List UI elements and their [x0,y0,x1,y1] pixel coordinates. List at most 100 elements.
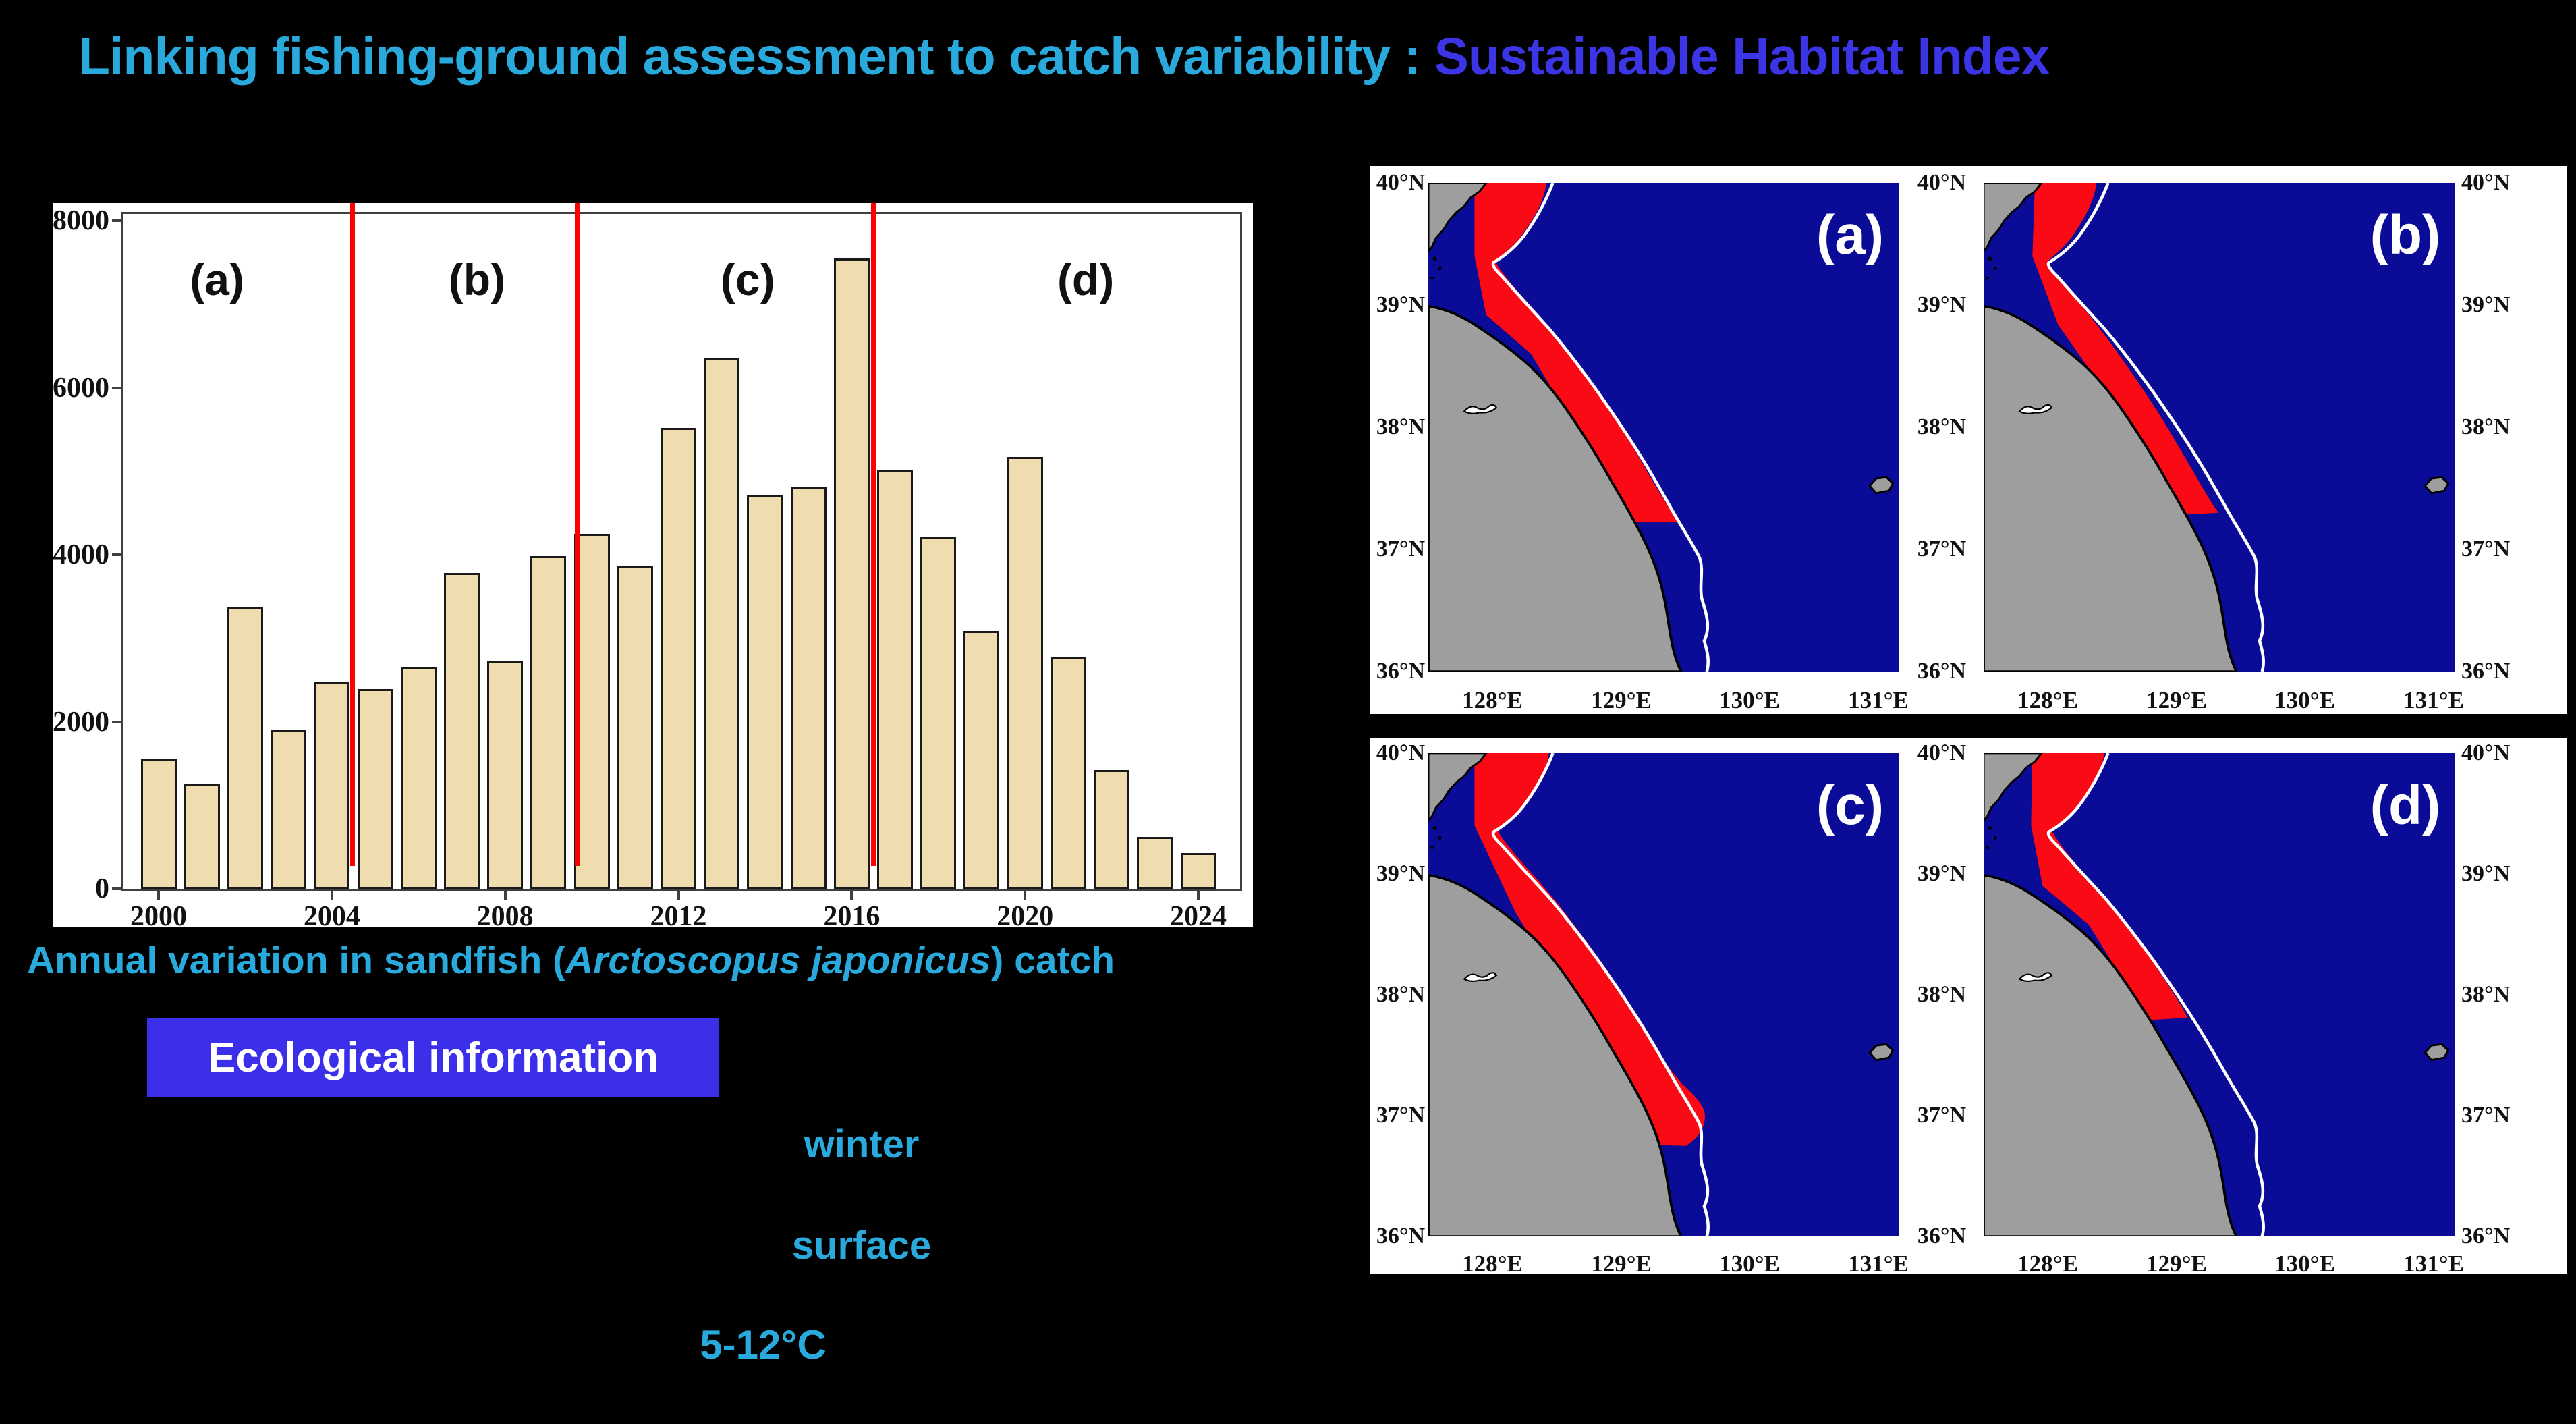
lon-label: 130°E [1719,1251,1780,1277]
bar-2021 [1050,657,1086,889]
x-tick-label-2000: 2000 [130,901,187,932]
slide-title: Linking fishing-ground assessment to cat… [78,27,2050,87]
lon-label: 131°E [1848,1251,1909,1277]
chart-section-label-d: (d) [1057,254,1115,304]
lon-label: 131°E [2403,1251,2464,1277]
land-mass [1427,873,1683,1238]
coastal-lagoon [2018,972,2053,983]
lon-label: 128°E [1462,1251,1523,1277]
lon-label: 129°E [2146,1251,2207,1277]
coastal-lagoon [2018,404,2053,414]
bar-2019 [963,631,1000,889]
lat-label: 38°N [1376,414,1425,439]
lon-label: 131°E [2403,687,2464,713]
bar-2008 [487,661,524,889]
lat-label: 40°N [2461,170,2511,195]
bar-2006 [400,667,437,889]
x-tick-label-2008: 2008 [476,901,534,932]
map-label-c: (c) [1816,775,1884,836]
lat-label: 39°N [1917,292,1967,317]
x-tick-mark-2000 [157,891,160,900]
islet-icon [1430,276,1434,280]
bar-2004 [314,682,350,889]
lat-label: 37°N [1376,537,1425,562]
islet-icon [1430,846,1434,849]
lon-label: 129°E [1591,687,1652,713]
land-mass [1982,873,2239,1238]
caption-suffix: ) catch [990,939,1115,982]
ecological-information-header: Ecological information [147,1018,719,1097]
lat-label: 36°N [2461,659,2511,684]
x-tick-mark-2024 [1197,891,1200,900]
y-tick-mark-8000 [112,219,121,222]
islet-icon [1432,256,1437,261]
lat-label: 37°N [1917,1103,1967,1128]
lat-label: 36°N [1917,1224,1967,1249]
islet-icon [1432,826,1437,830]
islet-icon [1986,276,1990,280]
lon-label: 130°E [2274,687,2335,713]
lat-label: 36°N [1917,659,1967,684]
land-mass [1427,304,1683,673]
north-land-wedge [1427,752,1488,824]
map-label-a: (a) [1816,204,1884,266]
lon-label: 128°E [2017,687,2078,713]
lat-label: 38°N [2461,414,2511,439]
title-main-text: Linking fishing-ground assessment to cat… [78,28,1421,86]
bar-2009 [530,556,567,889]
chart-section-label-b: (b) [448,254,506,304]
catch-bar-chart-panel: (a) (b) (c) (d) 0 2000 4000 6000 8000 2000 2004 20… [53,203,1253,932]
map-row-top: 40°N 39°N 38°N 37°N 36°N 40°N 39°N 38°N 37°N 36°N… [1370,166,2567,714]
islet-icon [1986,846,1990,849]
bar-2020 [1007,457,1043,889]
map-label-d: (d) [2370,775,2441,836]
bathymetry-contour-line [1491,752,1710,1237]
y-tick-mark-2000 [112,720,121,723]
habitat-map-image [1982,752,2455,1238]
coastal-lagoon [1463,972,1498,983]
lon-label: 130°E [2274,1251,2335,1277]
eco-item-winter: winter [804,1122,920,1166]
lat-label: 40°N [1917,740,1967,765]
bar-2023 [1137,837,1173,889]
eco-item-surface: surface [791,1224,932,1267]
ulleungdo-island [1868,1043,1895,1062]
lat-label: 36°N [1376,659,1425,684]
lat-label: 38°N [1917,414,1967,439]
lon-label: 129°E [1591,1251,1652,1277]
islet-icon [1993,267,1997,271]
habitat-map-image [1982,182,2455,673]
x-tick-mark-2008 [503,891,507,900]
map-panel-b [1982,182,2455,673]
lon-label: 131°E [1848,687,1909,713]
lon-label: 128°E [1462,687,1523,713]
map-panel-d [1982,752,2455,1238]
islet-icon [1988,826,1992,830]
x-tick-label-2016: 2016 [823,901,880,932]
map-panel-c [1427,752,1899,1238]
chart-caption: Annual variation in sandfish (Arctoscopu… [27,938,1309,983]
ulleungdo-island [1868,476,1895,495]
lon-label: 129°E [2146,687,2207,713]
suitable-habitat-band [1474,183,1680,523]
lat-label: 40°N [1376,170,1425,195]
north-land-wedge [1982,752,2044,824]
bar-2024 [1180,853,1216,889]
caption-species-name: Arctoscopus japonicus [565,939,991,982]
y-tick-label-2000: 2000 [53,706,109,738]
x-tick-mark-2012 [677,891,680,900]
bar-2012 [661,428,697,889]
title-highlight-text: Sustainable Habitat Index [1434,28,2050,86]
ulleungdo-island [2424,1043,2450,1062]
suitable-habitat-band [2031,753,2188,1020]
bar-2022 [1094,770,1130,889]
bathymetry-contour-line [1491,182,1710,672]
bar-2002 [227,607,263,889]
habitat-map-image [1427,752,1899,1238]
bathymetry-contour-line [2046,752,2265,1237]
lon-label: 128°E [2017,1251,2078,1277]
lat-label: 37°N [2461,537,2511,562]
bathymetry-contour-line [2046,182,2265,672]
x-tick-label-2024: 2024 [1170,901,1227,932]
islet-icon [1988,256,1992,261]
